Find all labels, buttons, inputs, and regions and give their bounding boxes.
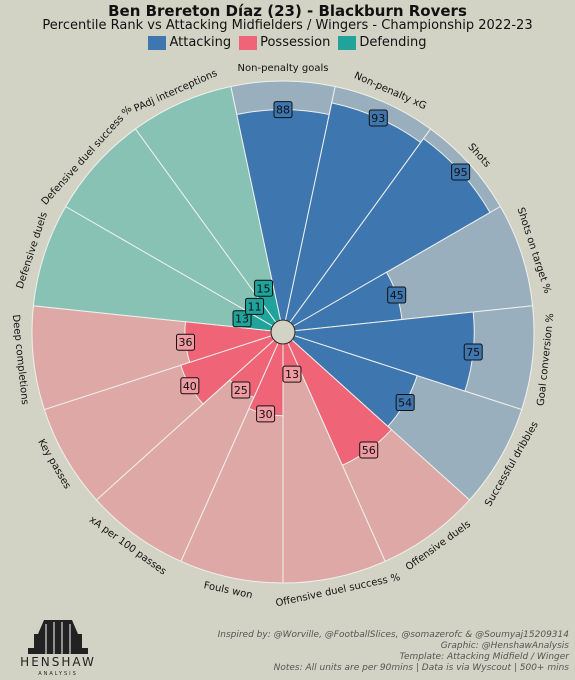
legend-label-attacking: Attacking [169,35,232,50]
value-label-box [175,333,195,351]
value-label-box [387,286,407,304]
credits: Inspired by: @Worville, @FootballSlices,… [218,630,569,674]
logo-stand-roof [38,620,78,634]
logo-stand-block [34,634,82,654]
legend-label-defending: Defending [359,35,427,50]
value-label-text: 15 [257,282,271,295]
value-label-box [256,405,276,423]
credit-line: Graphic: @HenshawAnalysis [440,641,569,651]
value-label-offensive-duels: 56 [359,441,379,459]
value-label-text: 36 [178,336,192,349]
legend-swatch-possession [239,35,258,50]
category-label-non-penalty-goals: Non-penalty goals [238,63,329,74]
value-label-text: 56 [362,444,376,457]
value-label-text: 13 [285,368,299,381]
logo-subwordmark: ANALYSIS [38,671,78,677]
category-label-fouls-won: Fouls won [203,580,254,601]
logo-wordmark: HENSHAW [20,655,96,669]
value-label-box [273,101,293,119]
value-label-shots-on-target: 45 [387,286,407,304]
value-wedges [180,102,491,466]
value-label-goal-conversion: 75 [463,343,483,361]
center-circle [270,319,296,345]
credit-line: Notes: All units are per 90mins | Data i… [273,663,569,673]
value-label-box [368,109,388,127]
value-label-box [282,365,302,383]
value-label-text: 25 [234,384,248,397]
value-label-text: 13 [235,313,249,326]
value-label-text: 30 [259,408,273,421]
legend-swatch-defending [338,35,357,50]
value-label-text: 93 [371,112,385,125]
value-label-non-penalty-goals: 88 [273,101,293,119]
value-label-non-penalty-xg: 93 [368,109,388,127]
value-label-defensive-duel-success: 11 [245,297,265,315]
credit-line: Inspired by: @Worville, @FootballSlices,… [217,630,569,640]
legend-label-possession: Possession [260,35,331,50]
value-label-text: 75 [466,346,480,359]
logo-stand-right [78,648,88,654]
credit-line: Template: Attacking Midfield / Winger [399,652,569,662]
logo-stand-left [28,648,38,654]
value-label-box [231,381,251,399]
category-label-deep-completions: Deep completions [10,314,30,405]
value-label-successful-dribbles: 54 [395,394,415,412]
value-label-text: 11 [248,300,262,313]
value-label-text: 88 [276,104,290,117]
value-label-shots: 95 [451,163,471,181]
legend-item-possession: Possession [239,35,330,50]
value-label-text: 40 [183,380,197,393]
value-label-box [451,163,471,181]
henshaw-logo: HENSHAW ANALYSIS [20,620,96,677]
value-label-key-passes: 40 [180,377,200,395]
value-label-deep-completions: 36 [175,333,195,351]
value-label-padj-interceptions: 15 [254,279,274,297]
legend-item-attacking: Attacking [148,35,231,50]
value-label-fouls-won: 30 [256,405,276,423]
value-label-box [359,441,379,459]
value-label-text: 95 [454,166,468,179]
legend-item-defending: Defending [338,35,427,50]
value-label-box [395,394,415,412]
value-label-offensive-duel-success: 13 [282,365,302,383]
value-label-box [463,343,483,361]
chart-title: Ben Brereton Díaz (23) - Blackburn Rover… [108,2,467,20]
value-label-xa-per-100-passes: 25 [231,381,251,399]
value-label-text: 54 [398,397,412,410]
legend: Attacking Possession Defending [0,35,575,50]
value-label-box [180,377,200,395]
value-label-box [245,297,265,315]
category-label-goal-conversion: Goal conversion % [536,313,557,407]
value-label-box [254,279,274,297]
chart-subtitle: Percentile Rank vs Attacking Midfielders… [42,18,533,33]
value-label-text: 45 [390,289,404,302]
legend-swatch-attacking [148,35,167,50]
